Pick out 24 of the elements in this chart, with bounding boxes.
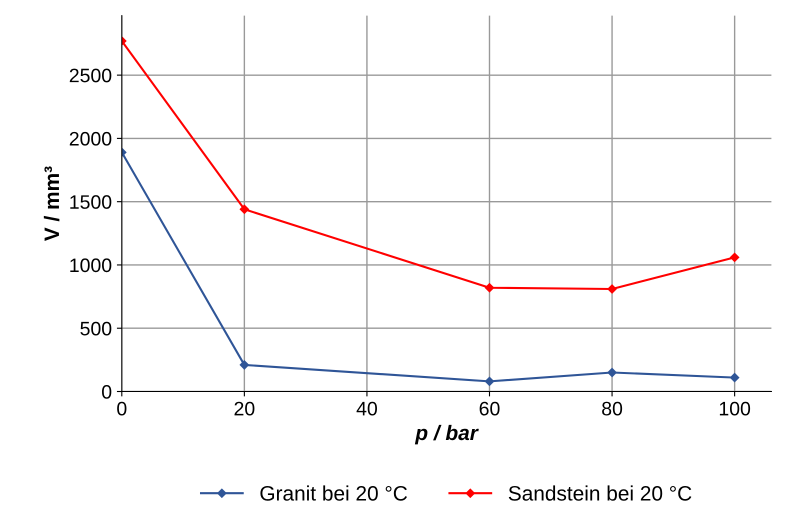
legend-label: Sandstein bei 20 °C [508, 485, 692, 501]
point [484, 283, 494, 292]
legend-label: Granit bei 20 °C [260, 485, 408, 501]
x-tick-label: 20 [234, 402, 254, 416]
point [607, 284, 617, 294]
x-tick-label: 100 [720, 402, 750, 416]
point [730, 252, 740, 262]
y-tick-label: 1000 [70, 258, 112, 272]
y-tick-label: 2000 [70, 132, 112, 146]
x-tick-label: 40 [356, 402, 377, 416]
x-tick-label: 60 [480, 402, 500, 416]
x-axis-title: p / bar [414, 424, 479, 444]
point [240, 360, 249, 370]
point [730, 372, 740, 382]
x-tick-label: 80 [602, 402, 622, 416]
y-tick-label: 2500 [70, 68, 112, 82]
y-axis-title: V / mm³ [44, 166, 60, 242]
y-tick-label: 1500 [70, 195, 112, 209]
point [484, 376, 494, 386]
point [240, 204, 249, 214]
y-tick-label: 500 [80, 322, 112, 336]
x-tick-label: 0 [117, 402, 126, 416]
point [607, 368, 617, 378]
y-tick-label: 0 [102, 384, 112, 399]
